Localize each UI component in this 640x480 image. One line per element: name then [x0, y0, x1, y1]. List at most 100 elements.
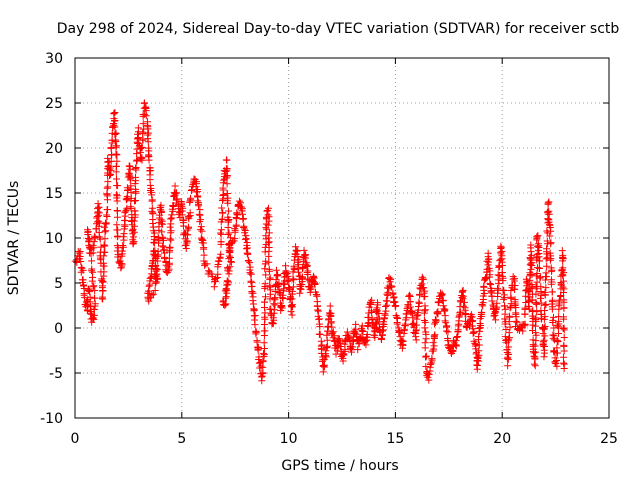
data-point [340, 351, 348, 359]
data-point [223, 180, 231, 188]
data-point [260, 339, 268, 347]
data-point [439, 302, 447, 310]
x-tick-label: 25 [600, 431, 618, 447]
data-point [241, 229, 249, 237]
data-point [90, 282, 98, 290]
axis-ticks: 0 5 10 15 20 25 -10 -5 0 5 10 15 20 25 30 [40, 51, 618, 447]
data-point [555, 329, 563, 337]
data-point [195, 210, 203, 218]
data-point [487, 288, 495, 296]
data-point [102, 227, 110, 235]
data-point [413, 312, 421, 320]
y-tick-label: -10 [40, 411, 63, 427]
data-point [546, 232, 554, 240]
data-point [217, 226, 225, 234]
data-point [546, 221, 554, 229]
data-point [94, 200, 102, 208]
data-point [302, 251, 310, 259]
data-point [86, 235, 94, 243]
data-point [512, 317, 520, 325]
data-point [406, 291, 414, 299]
data-point [139, 136, 147, 144]
data-point [348, 348, 355, 356]
data-point [441, 317, 449, 325]
data-point [560, 315, 568, 323]
data-point [385, 274, 393, 282]
data-point [145, 129, 153, 137]
data-point [470, 329, 478, 337]
data-point [103, 184, 111, 192]
data-point [247, 277, 255, 285]
data-point [152, 278, 160, 286]
data-point [531, 316, 539, 324]
data-point [166, 261, 174, 269]
data-point [243, 249, 251, 257]
data-point [214, 270, 222, 278]
data-point [112, 168, 120, 176]
data-point [514, 326, 522, 334]
data-point [160, 236, 168, 244]
data-point [150, 229, 158, 237]
data-point [485, 258, 493, 266]
data-point [475, 324, 483, 332]
data-point [536, 274, 544, 282]
data-point [500, 295, 508, 303]
data-point [327, 311, 335, 319]
data-point [322, 347, 330, 355]
data-point [223, 277, 231, 285]
data-point [80, 281, 88, 289]
data-point [403, 305, 411, 313]
data-point [145, 289, 153, 297]
data-point [219, 195, 227, 203]
data-point [380, 315, 388, 323]
data-point [383, 284, 391, 292]
data-point [261, 280, 269, 288]
data-point [542, 284, 550, 292]
data-point [473, 362, 481, 370]
data-point [126, 176, 134, 184]
data-point [490, 312, 498, 320]
data-point [549, 313, 557, 321]
data-point [129, 230, 137, 238]
data-point [497, 244, 505, 252]
data-point [396, 333, 404, 341]
data-point [473, 361, 481, 369]
data-point [263, 207, 271, 215]
data-point [506, 323, 514, 331]
data-point [429, 339, 437, 347]
data-point [559, 283, 567, 291]
data-point [442, 319, 450, 327]
data-point [179, 204, 187, 212]
data-point [504, 350, 512, 358]
data-point [300, 246, 308, 254]
data-point [165, 244, 173, 252]
data-point [131, 207, 139, 215]
y-tick-label: 5 [54, 276, 63, 292]
data-point [541, 301, 549, 309]
data-point [328, 323, 336, 331]
data-point [435, 298, 443, 306]
data-point [278, 302, 286, 310]
data-point [408, 310, 416, 318]
data-point [187, 194, 195, 202]
data-point [217, 238, 225, 246]
data-point [262, 293, 270, 301]
data-point [264, 239, 272, 247]
data-point [474, 353, 482, 361]
data-point [537, 289, 545, 297]
data-point [219, 186, 227, 194]
data-point [290, 276, 298, 284]
data-point [505, 329, 513, 337]
data-point [533, 300, 541, 308]
data-point [560, 333, 568, 341]
data-point [166, 243, 174, 251]
data-point [491, 309, 499, 317]
data-point [465, 321, 473, 329]
data-point [367, 307, 375, 315]
data-point [486, 273, 494, 281]
data-point [139, 120, 147, 128]
data-point [375, 309, 383, 317]
data-point [258, 373, 266, 381]
data-point [553, 349, 561, 357]
data-point [101, 228, 109, 236]
